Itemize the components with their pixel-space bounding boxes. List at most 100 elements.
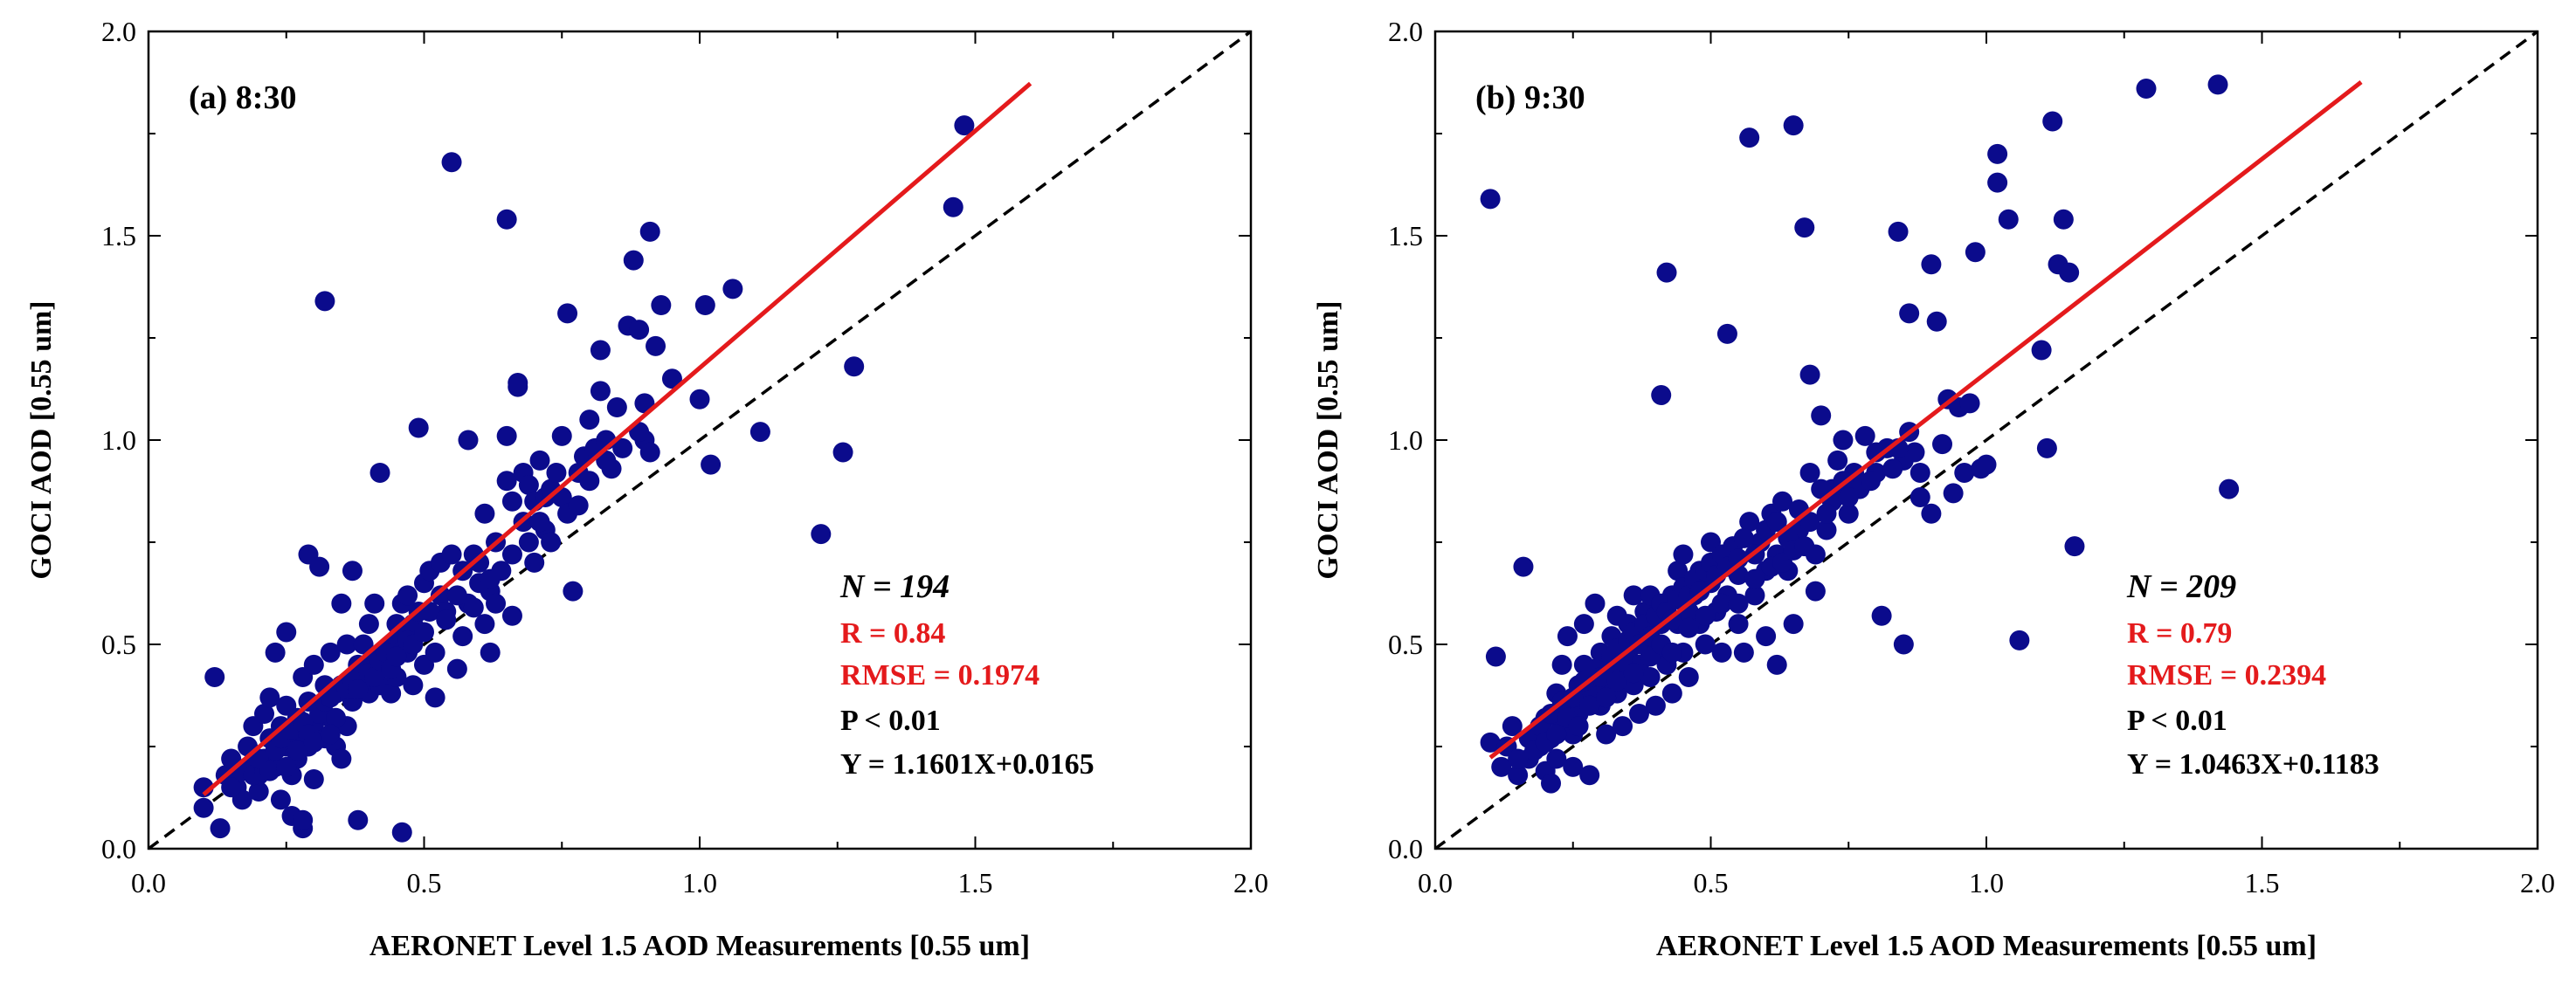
data-point bbox=[1987, 143, 2008, 164]
data-point bbox=[529, 512, 550, 533]
data-point bbox=[397, 585, 418, 606]
data-point bbox=[474, 503, 495, 524]
data-point bbox=[501, 605, 522, 626]
data-point bbox=[1866, 442, 1887, 463]
data-point bbox=[496, 209, 517, 230]
stat-rmse: RMSE = 0.1974 bbox=[840, 659, 1039, 692]
data-point bbox=[1799, 364, 1820, 385]
scatter-panel-a: 0.0 0.5 1.0 1.5 2.0 0.0 0.5 1.0 1.5 2.0 (a) 8:30… bbox=[25, 16, 1268, 962]
data-point bbox=[254, 704, 275, 725]
y-tick-labels: 0.0 0.5 1.0 1.5 2.0 bbox=[101, 16, 136, 864]
y-tick-label: 2.0 bbox=[101, 16, 136, 47]
stat-p: P < 0.01 bbox=[2127, 705, 2227, 737]
x-tick-labels: 0.0 0.5 1.0 1.5 2.0 bbox=[131, 867, 1268, 898]
data-point bbox=[1954, 462, 1975, 483]
data-point bbox=[386, 646, 407, 667]
data-point bbox=[391, 822, 412, 843]
data-point bbox=[551, 425, 572, 446]
data-point bbox=[458, 430, 479, 451]
data-point bbox=[639, 221, 660, 242]
data-point bbox=[1678, 666, 1699, 687]
data-point bbox=[1728, 614, 1749, 635]
data-point bbox=[2053, 209, 2074, 230]
data-points bbox=[1480, 74, 2240, 794]
data-point bbox=[541, 532, 562, 553]
stat-n: N = 209 bbox=[2126, 568, 2236, 605]
data-point bbox=[694, 295, 715, 316]
data-point bbox=[1943, 483, 1964, 504]
stat-equation: Y = 1.0463X+0.1183 bbox=[2127, 748, 2379, 781]
data-point bbox=[1888, 221, 1909, 242]
x-tick-label: 0.5 bbox=[407, 867, 442, 898]
data-point bbox=[1546, 724, 1567, 745]
data-point bbox=[1678, 617, 1699, 638]
data-point bbox=[1628, 704, 1649, 725]
data-point bbox=[661, 368, 682, 389]
data-point bbox=[1508, 765, 1529, 786]
data-point bbox=[1871, 605, 1892, 626]
data-point bbox=[1783, 115, 1804, 136]
data-point bbox=[701, 454, 722, 475]
axis-ticks bbox=[1434, 31, 2538, 850]
data-point bbox=[579, 410, 600, 430]
data-point bbox=[1833, 430, 1854, 451]
data-point bbox=[2219, 478, 2240, 499]
data-point bbox=[1904, 442, 1925, 463]
y-tick-label: 1.5 bbox=[1388, 220, 1423, 251]
data-point bbox=[1921, 503, 1942, 524]
data-point bbox=[425, 687, 445, 708]
data-point bbox=[314, 291, 335, 312]
data-point bbox=[331, 748, 352, 769]
data-point bbox=[441, 152, 462, 173]
data-point bbox=[1557, 626, 1578, 647]
data-point bbox=[369, 462, 390, 483]
data-point bbox=[1590, 666, 1611, 687]
data-point bbox=[546, 462, 567, 483]
x-tick-label: 0.5 bbox=[1694, 867, 1729, 898]
data-point bbox=[265, 642, 286, 663]
data-point bbox=[832, 442, 853, 463]
data-point bbox=[364, 593, 385, 614]
data-point bbox=[590, 340, 611, 361]
data-point bbox=[193, 797, 214, 818]
data-point bbox=[1551, 654, 1572, 675]
data-point bbox=[1508, 748, 1529, 769]
y-tick-label: 0.5 bbox=[101, 629, 136, 660]
regression-line bbox=[202, 81, 1032, 796]
data-point bbox=[1860, 471, 1881, 492]
data-point bbox=[348, 809, 369, 830]
data-point bbox=[1838, 503, 1859, 524]
data-point bbox=[639, 442, 660, 463]
data-point bbox=[293, 809, 314, 830]
y-tick-label: 1.0 bbox=[101, 424, 136, 456]
data-point bbox=[1502, 716, 1523, 737]
data-point bbox=[612, 437, 633, 458]
y-tick-labels: 0.0 0.5 1.0 1.5 2.0 bbox=[1388, 16, 1423, 864]
data-point bbox=[1756, 626, 1777, 647]
data-point bbox=[1854, 425, 1875, 446]
data-point bbox=[1480, 732, 1501, 753]
regression-line bbox=[1488, 80, 2363, 760]
data-point bbox=[1926, 311, 1947, 332]
data-point bbox=[1932, 434, 1953, 455]
data-point bbox=[320, 642, 341, 663]
data-point bbox=[452, 626, 473, 647]
data-point bbox=[1695, 605, 1716, 626]
data-point bbox=[463, 597, 484, 618]
data-point bbox=[1899, 303, 1920, 324]
data-point bbox=[1728, 593, 1749, 614]
data-point bbox=[1910, 487, 1930, 508]
data-point bbox=[1579, 695, 1600, 716]
data-point bbox=[606, 397, 627, 418]
data-point bbox=[446, 658, 467, 679]
y-axis-label: GOCI AOD [0.55 um] bbox=[1312, 300, 1344, 579]
data-point bbox=[1805, 581, 1826, 602]
data-point bbox=[811, 524, 832, 545]
data-point bbox=[629, 320, 650, 341]
data-point bbox=[1673, 544, 1694, 565]
data-point bbox=[1573, 614, 1594, 635]
data-point bbox=[1579, 765, 1600, 786]
data-point bbox=[474, 614, 495, 635]
data-point bbox=[2042, 111, 2063, 132]
data-point bbox=[749, 422, 770, 443]
